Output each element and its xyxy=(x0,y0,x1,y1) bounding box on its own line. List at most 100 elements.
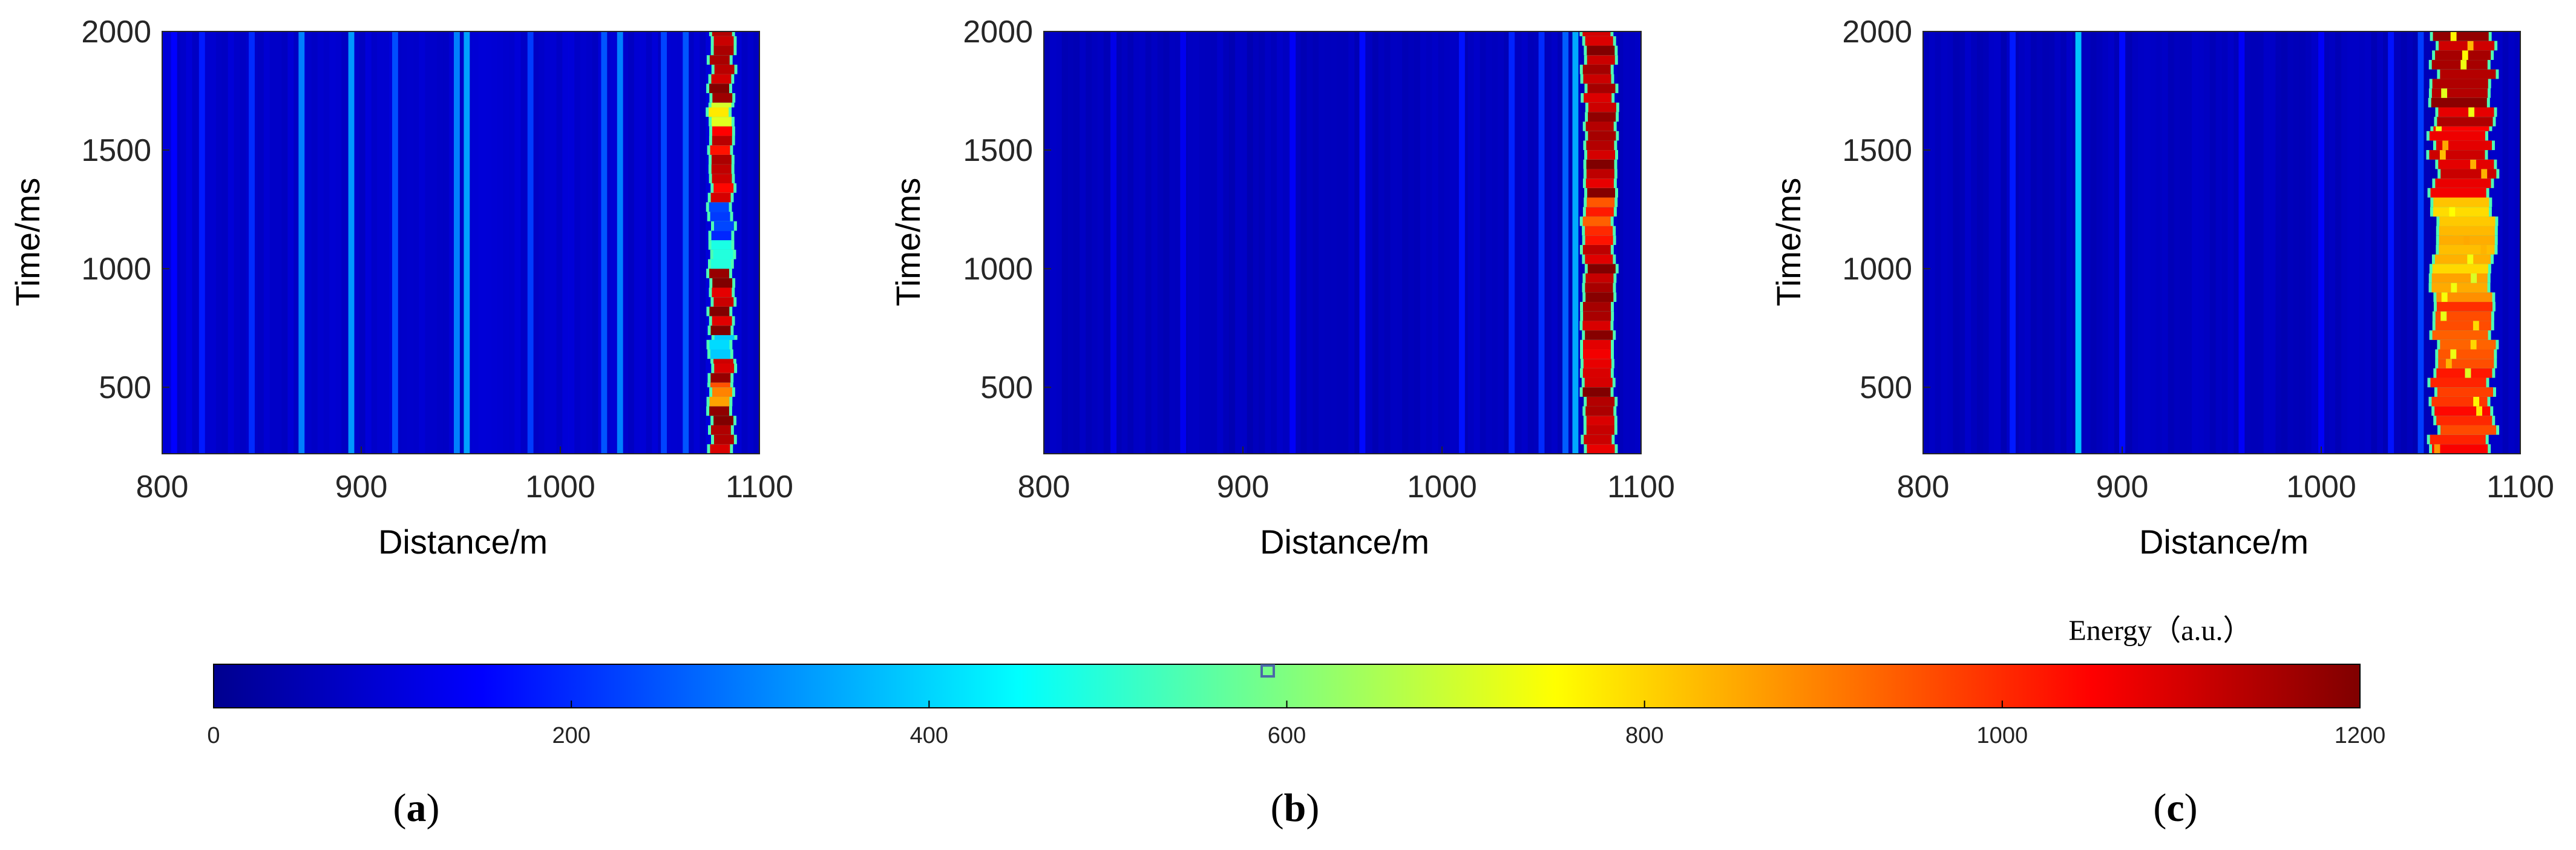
noise-column xyxy=(2042,31,2049,454)
stripe xyxy=(1359,31,1366,454)
hot-band-cell xyxy=(709,306,730,316)
noise-column xyxy=(2263,31,2270,454)
noise-column xyxy=(1450,31,1457,454)
noise-column xyxy=(2102,31,2109,454)
hot-band-cell xyxy=(2429,131,2485,141)
hot-band-cell xyxy=(711,102,732,108)
hot-band-cell xyxy=(1586,425,1614,435)
hot-band-speck xyxy=(2460,60,2467,70)
noise-column xyxy=(1157,31,1164,454)
hot-band-cell xyxy=(710,382,730,388)
stripe xyxy=(2388,31,2394,454)
hot-band-cell xyxy=(2432,330,2488,340)
noise-column xyxy=(2413,31,2419,454)
noise-column xyxy=(1953,31,1959,454)
noise-column xyxy=(401,31,408,454)
x-tick-label: 1000 xyxy=(2286,469,2356,505)
stripe xyxy=(198,31,205,454)
noise-column xyxy=(1234,31,1242,454)
noise-column xyxy=(1145,31,1152,454)
stripe xyxy=(527,31,534,454)
x-tick-label: 900 xyxy=(2096,469,2149,505)
noise-column xyxy=(1384,31,1391,454)
noise-column xyxy=(628,31,635,454)
hot-band-cell xyxy=(714,64,735,74)
noise-column xyxy=(1127,31,1134,454)
hot-band-cell xyxy=(2439,244,2495,255)
hot-band-cell xyxy=(712,31,732,36)
noise-column xyxy=(1049,31,1057,454)
hot-band-cell xyxy=(1588,131,1616,141)
hot-band-speck xyxy=(2441,88,2448,98)
noise-column xyxy=(2174,31,2180,454)
x-tick-label: 1000 xyxy=(525,469,595,505)
noise-column xyxy=(1551,31,1558,454)
noise-column xyxy=(287,31,294,454)
stripe xyxy=(2010,31,2016,454)
noise-column xyxy=(556,31,563,454)
hot-band-cell xyxy=(1588,102,1616,113)
noise-column xyxy=(473,31,479,454)
noise-column xyxy=(1935,31,1942,454)
stripe xyxy=(2119,31,2125,454)
hot-band-cell xyxy=(1582,368,1611,378)
noise-column xyxy=(1175,31,1182,454)
noise-column xyxy=(2138,31,2145,454)
hot-band-cell xyxy=(1585,254,1613,264)
hot-band-cell xyxy=(2429,150,2485,160)
noise-column xyxy=(544,31,551,454)
noise-column xyxy=(2030,31,2037,454)
hot-band-cell xyxy=(2438,349,2494,359)
hot-band-speck xyxy=(2473,396,2480,407)
noise-column xyxy=(1486,31,1492,454)
hot-band-cell xyxy=(713,221,734,231)
hot-band-cell xyxy=(2431,273,2488,283)
noise-column xyxy=(1527,31,1534,454)
stripe xyxy=(2318,31,2324,454)
panel-b: 800 900 1000 1100 500 1000 1500 2000 Distance/m… xyxy=(889,15,1675,561)
hot-band-cell xyxy=(2434,254,2491,264)
noise-column xyxy=(2359,31,2365,454)
noise-column xyxy=(2269,31,2276,454)
y-tick-label: 1500 xyxy=(963,133,1033,168)
noise-column xyxy=(275,31,282,454)
noise-column xyxy=(2305,31,2312,454)
noise-column xyxy=(2341,31,2348,454)
noise-column xyxy=(323,31,330,454)
noise-column xyxy=(1941,31,1947,454)
hot-band-cell xyxy=(709,55,730,65)
noise-column xyxy=(2425,31,2431,454)
noise-column xyxy=(1193,31,1200,454)
hot-band-speck xyxy=(2470,339,2477,350)
hot-band-cell xyxy=(1585,406,1614,416)
noise-column xyxy=(1336,31,1343,454)
noise-column xyxy=(1988,31,1995,454)
noise-column xyxy=(2251,31,2258,454)
noise-column xyxy=(2180,31,2186,454)
hot-band-cell xyxy=(710,145,730,155)
axes-b: 800 900 1000 1100 500 1000 1500 2000 xyxy=(963,15,1675,505)
hot-band-cell xyxy=(2431,60,2488,70)
hot-band-cell xyxy=(2439,41,2495,51)
noise-column xyxy=(1294,31,1301,454)
hot-band-cell xyxy=(709,107,729,117)
heatmap-b xyxy=(1044,31,1641,454)
noise-column xyxy=(1240,31,1248,454)
y-tick-label: 500 xyxy=(1860,370,1912,405)
panel-label-c: (c) xyxy=(2153,786,2197,830)
noise-column xyxy=(1199,31,1205,454)
hot-band-cell xyxy=(1587,55,1615,65)
noise-column xyxy=(2311,31,2318,454)
hot-band-cell xyxy=(713,297,734,307)
hot-band-cell xyxy=(2436,302,2492,312)
hot-band-cell xyxy=(2432,444,2488,454)
hot-band-cell xyxy=(1584,378,1613,388)
stripe xyxy=(464,31,470,454)
hot-band-cell xyxy=(711,74,732,84)
noise-column xyxy=(174,31,181,454)
x-tick-label: 1100 xyxy=(726,469,793,505)
noise-column xyxy=(1348,31,1355,454)
hot-band-cell xyxy=(711,154,732,165)
noise-column xyxy=(621,31,629,454)
noise-column xyxy=(431,31,438,454)
